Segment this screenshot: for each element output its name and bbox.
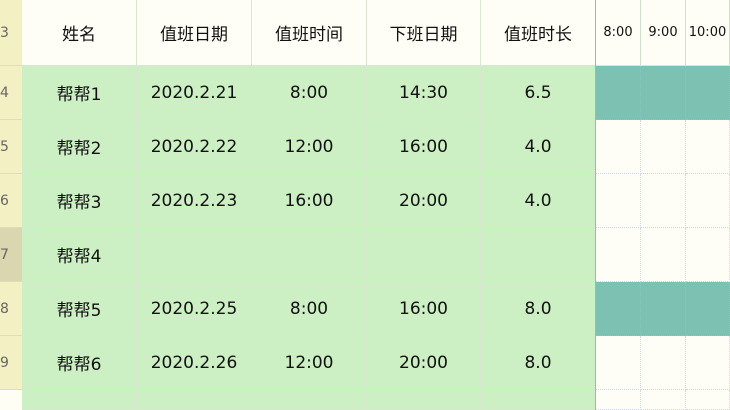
cell-hours[interactable]: 6.5 bbox=[481, 66, 596, 120]
column-header[interactable]: 姓名 bbox=[22, 0, 137, 66]
timeline-cell[interactable] bbox=[686, 120, 730, 174]
timeline-cell[interactable] bbox=[641, 66, 686, 120]
timeline-cell[interactable] bbox=[686, 390, 730, 410]
timeline-cell[interactable] bbox=[596, 174, 641, 228]
cell-end[interactable]: 20:00 bbox=[367, 336, 481, 390]
cell-end[interactable]: 16:00 bbox=[367, 120, 481, 174]
row-header[interactable]: 7 bbox=[0, 228, 22, 282]
timeline-cell[interactable] bbox=[596, 228, 641, 282]
cell-end[interactable]: 16:00 bbox=[367, 282, 481, 336]
timeline-cell[interactable] bbox=[596, 336, 641, 390]
cell-empty[interactable] bbox=[137, 390, 252, 410]
column-divider bbox=[595, 0, 596, 410]
cell-date[interactable]: 2020.2.21 bbox=[137, 66, 252, 120]
cell-empty[interactable] bbox=[481, 390, 596, 410]
column-header[interactable]: 值班时间 bbox=[252, 0, 367, 66]
timeline-cell[interactable] bbox=[686, 282, 730, 336]
row-header[interactable]: 5 bbox=[0, 120, 22, 174]
column-header[interactable]: 值班日期 bbox=[137, 0, 252, 66]
timeline-cell[interactable] bbox=[596, 390, 641, 410]
cell-date[interactable]: 2020.2.23 bbox=[137, 174, 252, 228]
cell-date[interactable] bbox=[137, 228, 252, 282]
cell-end[interactable] bbox=[367, 228, 481, 282]
timeline-header[interactable]: 9:00 bbox=[641, 0, 686, 66]
cell-empty[interactable] bbox=[367, 390, 481, 410]
timeline-cell[interactable] bbox=[641, 174, 686, 228]
cell-end[interactable]: 20:00 bbox=[367, 174, 481, 228]
timeline-header[interactable]: 10:00 bbox=[686, 0, 730, 66]
cell-hours[interactable]: 8.0 bbox=[481, 336, 596, 390]
cell-name[interactable]: 帮帮5 bbox=[22, 282, 137, 336]
cell-name[interactable]: 帮帮2 bbox=[22, 120, 137, 174]
column-header[interactable]: 值班时长 bbox=[481, 0, 596, 66]
timeline-header[interactable]: 8:00 bbox=[596, 0, 641, 66]
cell-hours[interactable]: 8.0 bbox=[481, 282, 596, 336]
timeline-cell[interactable] bbox=[596, 120, 641, 174]
cell-start[interactable]: 8:00 bbox=[252, 66, 367, 120]
cell-start[interactable] bbox=[252, 228, 367, 282]
timeline-cell[interactable] bbox=[641, 282, 686, 336]
timeline-cell[interactable] bbox=[641, 390, 686, 410]
timeline-cell[interactable] bbox=[686, 228, 730, 282]
cell-start[interactable]: 12:00 bbox=[252, 336, 367, 390]
cell-hours[interactable] bbox=[481, 228, 596, 282]
row-header[interactable]: 9 bbox=[0, 336, 22, 390]
cell-start[interactable]: 16:00 bbox=[252, 174, 367, 228]
cell-empty[interactable] bbox=[22, 390, 137, 410]
cell-date[interactable]: 2020.2.26 bbox=[137, 336, 252, 390]
cell-hours[interactable]: 4.0 bbox=[481, 174, 596, 228]
timeline-cell[interactable] bbox=[641, 120, 686, 174]
timeline-cell[interactable] bbox=[686, 174, 730, 228]
row-header[interactable]: 8 bbox=[0, 282, 22, 336]
timeline-cell[interactable] bbox=[596, 66, 641, 120]
timeline-cell[interactable] bbox=[686, 336, 730, 390]
timeline-cell[interactable] bbox=[641, 228, 686, 282]
cell-hours[interactable]: 4.0 bbox=[481, 120, 596, 174]
timeline-cell[interactable] bbox=[596, 282, 641, 336]
row-header[interactable]: 6 bbox=[0, 174, 22, 228]
cell-date[interactable]: 2020.2.25 bbox=[137, 282, 252, 336]
cell-date[interactable]: 2020.2.22 bbox=[137, 120, 252, 174]
column-header[interactable]: 下班日期 bbox=[367, 0, 481, 66]
cell-name[interactable]: 帮帮4 bbox=[22, 228, 137, 282]
timeline-cell[interactable] bbox=[641, 336, 686, 390]
timeline-cell[interactable] bbox=[686, 66, 730, 120]
cell-start[interactable]: 8:00 bbox=[252, 282, 367, 336]
cell-end[interactable]: 14:30 bbox=[367, 66, 481, 120]
row-header[interactable]: 3 bbox=[0, 0, 22, 66]
cell-name[interactable]: 帮帮3 bbox=[22, 174, 137, 228]
cell-name[interactable]: 帮帮1 bbox=[22, 66, 137, 120]
cell-empty[interactable] bbox=[252, 390, 367, 410]
cell-start[interactable]: 12:00 bbox=[252, 120, 367, 174]
row-header[interactable]: 4 bbox=[0, 66, 22, 120]
cell-name[interactable]: 帮帮6 bbox=[22, 336, 137, 390]
